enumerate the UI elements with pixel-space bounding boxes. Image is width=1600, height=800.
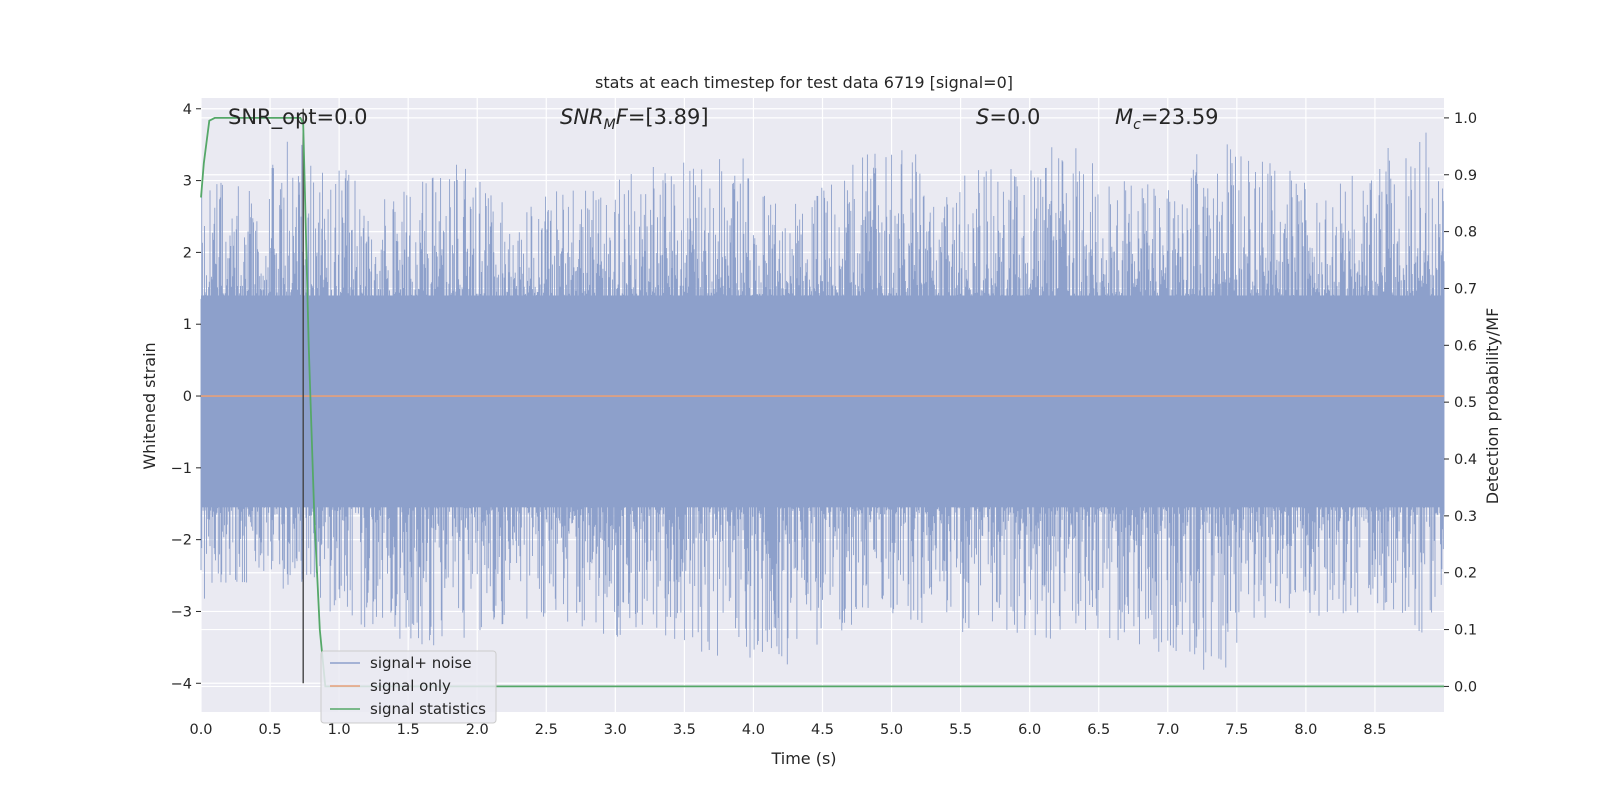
annotation-s: S=0.0 bbox=[976, 105, 1040, 129]
x-tick-label: 6.5 bbox=[1087, 722, 1110, 738]
y-tick-label-right: 0.1 bbox=[1454, 623, 1477, 639]
x-tick-label: 4.5 bbox=[811, 722, 834, 738]
x-tick-label: 2.5 bbox=[535, 722, 558, 738]
legend-label-signal-only: signal only bbox=[370, 677, 451, 695]
x-tick-label: 3.0 bbox=[604, 722, 627, 738]
x-axis-label: Time (s) bbox=[770, 749, 836, 768]
chart-title: stats at each timestep for test data 671… bbox=[595, 73, 1013, 92]
y-tick-label-right: 0.3 bbox=[1454, 509, 1477, 525]
y-tick-label-left: −1 bbox=[171, 461, 192, 477]
series-signal-noise bbox=[200, 132, 1445, 670]
x-tick-label: 0.5 bbox=[259, 722, 282, 738]
y-tick-label-right: 0.7 bbox=[1454, 281, 1477, 297]
annotation-snr-opt: SNR_opt=0.0 bbox=[228, 105, 368, 130]
x-axis-ticks: 0.0 0.5 1.0 1.5 2.0 2.5 3.0 3.5 4.0 4.5 5.0 5.5 6.0 6… bbox=[189, 722, 1386, 738]
y-tick-label-left: −3 bbox=[171, 604, 192, 620]
y-tick-label-left: 4 bbox=[183, 102, 192, 118]
y-tick-label-left: 2 bbox=[183, 245, 192, 261]
y-tick-label-right: 0.5 bbox=[1454, 395, 1477, 411]
y-tick-label-left: 3 bbox=[183, 174, 192, 190]
y-tick-label-right: 0.9 bbox=[1454, 168, 1477, 184]
x-tick-label: 1.0 bbox=[328, 722, 351, 738]
x-tick-label: 0.0 bbox=[189, 722, 212, 738]
legend-box bbox=[320, 650, 497, 724]
y-tick-label-left: −2 bbox=[171, 533, 192, 549]
y-tick-label-right: 0.4 bbox=[1454, 452, 1477, 468]
annotation-mc-value: =23.59 bbox=[1141, 105, 1219, 129]
x-tick-label: 3.5 bbox=[673, 722, 696, 738]
y-tick-label-right: 0.0 bbox=[1454, 679, 1477, 695]
y-axis-right-ticks: 1.0 0.9 0.8 0.7 0.6 0.5 0.4 0.3 0.2 0.1 0.0 bbox=[1444, 111, 1477, 695]
legend-label-signal-statistics: signal statistics bbox=[370, 700, 486, 718]
y-tick-label-left: −4 bbox=[171, 676, 192, 692]
annotation-mc: Mc=23.59 bbox=[1115, 105, 1219, 133]
annotation-snr-mf-value: =[3.89] bbox=[628, 105, 709, 129]
y-tick-label-right: 0.8 bbox=[1454, 225, 1477, 241]
x-tick-label: 5.0 bbox=[880, 722, 903, 738]
x-tick-label: 7.0 bbox=[1156, 722, 1179, 738]
y-tick-label-right: 0.2 bbox=[1454, 566, 1477, 582]
y-tick-label-left: 0 bbox=[183, 389, 192, 405]
x-tick-label: 6.0 bbox=[1018, 722, 1041, 738]
x-tick-label: 8.5 bbox=[1363, 722, 1386, 738]
annotation-s-value: =0.0 bbox=[989, 105, 1040, 129]
noise-core-band bbox=[201, 295, 1444, 508]
y-axis-left-ticks: 4 3 2 1 0 −1 −2 −3 −4 bbox=[171, 102, 201, 692]
y-tick-label-left: 1 bbox=[183, 317, 192, 333]
x-tick-label: 7.5 bbox=[1225, 722, 1248, 738]
x-tick-label: 1.5 bbox=[397, 722, 420, 738]
x-tick-label: 2.0 bbox=[466, 722, 489, 738]
x-tick-label: 8.0 bbox=[1294, 722, 1317, 738]
x-tick-label: 5.5 bbox=[949, 722, 972, 738]
legend: signal+ noise signal only signal statist… bbox=[320, 650, 497, 724]
legend-label-signal-noise: signal+ noise bbox=[370, 654, 472, 672]
x-tick-label: 4.0 bbox=[742, 722, 765, 738]
y-tick-label-right: 0.6 bbox=[1454, 338, 1477, 354]
annotation-snr-mf: SNRMF=[3.89] bbox=[560, 105, 709, 133]
y-axis-label-right: Detection probability/MF bbox=[1483, 308, 1502, 505]
y-axis-label-left: Whitened strain bbox=[140, 342, 159, 469]
y-tick-label-right: 1.0 bbox=[1454, 111, 1477, 127]
